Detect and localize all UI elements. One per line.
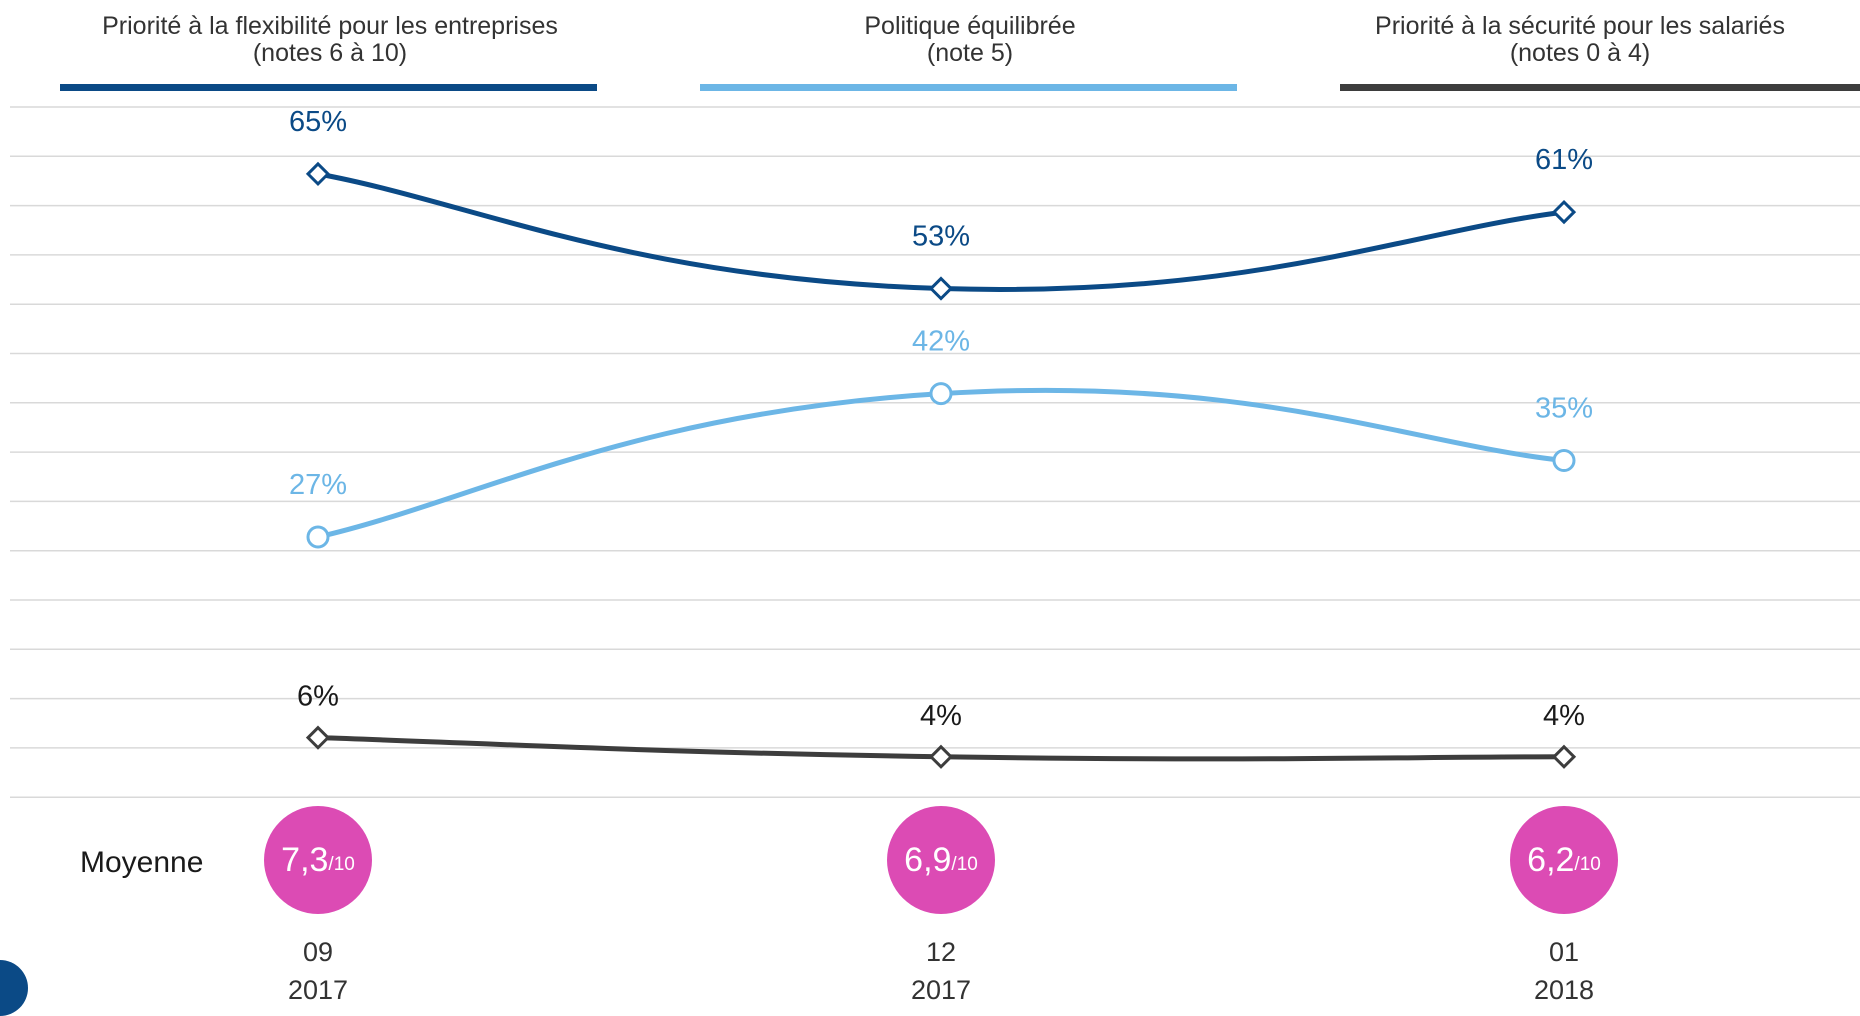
data-point [928,276,954,301]
data-point [928,744,954,769]
x-tick-label: 01 2018 [1504,933,1624,1009]
legend-item-balanced: Politique équilibrée (note 5) [700,12,1240,66]
data-point [929,382,953,406]
average-value: 6,2 [1527,840,1575,879]
data-point [1551,744,1577,769]
legend-swatch-balanced [700,84,1237,91]
x-tick-month: 01 [1548,937,1580,967]
legend-item-flexibility: Priorité à la flexibilité pour les entre… [60,12,600,66]
data-point [1551,199,1577,225]
x-tick-label: 12 2017 [881,933,1001,1009]
x-tick-label: 09 2017 [258,933,378,1009]
average-suffix: /10 [328,854,355,875]
average-value: 7,3 [281,840,329,879]
data-point [306,525,330,549]
x-tick-month: 12 [925,937,957,967]
legend-subtitle-flexibility: (notes 6 à 10) [252,39,408,67]
legend-item-security: Priorité à la sécurité pour les salariés… [1300,12,1860,66]
data-point [305,725,331,750]
x-tick-year: 2018 [1533,975,1595,1005]
data-label: 6% [297,681,339,713]
average-value: 6,9 [904,840,952,879]
data-label: 65% [289,106,347,138]
x-tick-year: 2017 [910,975,972,1005]
data-point [305,161,331,187]
average-badge: 6,2/10 [1510,806,1618,914]
data-label: 4% [1543,700,1585,732]
data-label: 53% [912,221,970,253]
series-line [315,387,1567,540]
data-label: 61% [1535,144,1593,176]
average-suffix: /10 [951,854,978,875]
data-label: 35% [1535,393,1593,425]
legend-title-security: Priorité à la sécurité pour les salariés [1375,12,1785,40]
data-label: 42% [912,326,970,358]
legend-subtitle-balanced: (note 5) [926,39,1014,67]
average-badge: 6,9/10 [887,806,995,914]
legend-subtitle-security: (notes 0 à 4) [1509,39,1651,67]
average-badge: 7,3/10 [264,806,372,914]
gridlines [10,106,1860,798]
legend-swatch-flexibility [60,84,597,91]
series-layer: 65% 53% 61% 27% 42% 35% 6% 4% 4% [289,106,1593,769]
data-label: 27% [289,469,347,501]
x-tick-year: 2017 [287,975,349,1005]
x-tick-month: 09 [302,937,334,967]
legend-title-flexibility: Priorité à la flexibilité pour les entre… [102,12,558,40]
legend-title-balanced: Politique équilibrée [864,12,1076,40]
data-label: 4% [920,700,962,732]
legend-swatch-security [1340,84,1860,91]
data-point [1552,449,1576,473]
average-suffix: /10 [1574,854,1601,875]
average-label: Moyenne [80,846,204,879]
